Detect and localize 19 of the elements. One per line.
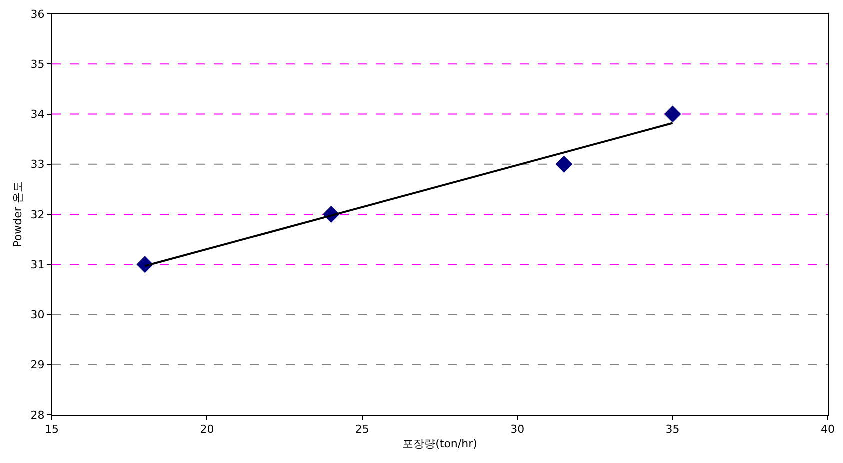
y-tick-label: 28 (30, 408, 45, 422)
y-tick-label: 35 (30, 58, 45, 71)
x-tick-label: 35 (666, 423, 680, 436)
point (664, 106, 682, 123)
y-tick-label: 30 (30, 308, 45, 322)
y-tick-label: 36 (30, 8, 45, 21)
y-axis-title: Powder 온도 (11, 182, 24, 248)
y-tick-label: 31 (30, 258, 45, 272)
x-tick-label: 30 (510, 423, 525, 436)
x-tick-label: 15 (45, 423, 59, 436)
y-tick-label: 33 (30, 158, 45, 172)
x-tick-label: 25 (355, 423, 370, 436)
y-tick-label: 32 (30, 208, 45, 222)
x-tick-label: 40 (821, 423, 835, 436)
x-tick-label: 20 (200, 423, 214, 436)
y-tick-label: 29 (30, 358, 45, 372)
point (556, 156, 573, 173)
x-axis-title: 포장량(ton/hr) (402, 437, 478, 450)
y-tick-label: 34 (30, 108, 45, 122)
